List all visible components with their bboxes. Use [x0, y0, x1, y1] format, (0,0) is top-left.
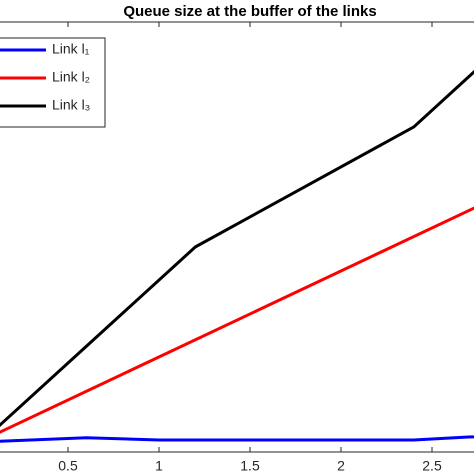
x-tick-label: 2	[337, 458, 345, 474]
legend-label: Link l₂	[52, 69, 90, 85]
line-series	[0, 206, 474, 434]
chart-title: Queue size at the buffer of the links	[123, 3, 376, 20]
legend-label: Link l₃	[52, 97, 90, 113]
line-series	[0, 69, 474, 428]
line-series	[0, 435, 474, 443]
legend-label: Link l₁	[52, 41, 90, 57]
legend-box	[0, 37, 106, 128]
legend: Link l₁ Link l₂ Link l₃	[0, 37, 106, 128]
x-tick-label: 0.5	[58, 458, 78, 474]
x-tick-label: 1	[155, 458, 163, 474]
x-tick-label: 1.5	[240, 458, 260, 474]
x-tick-label: 2.5	[422, 458, 442, 474]
